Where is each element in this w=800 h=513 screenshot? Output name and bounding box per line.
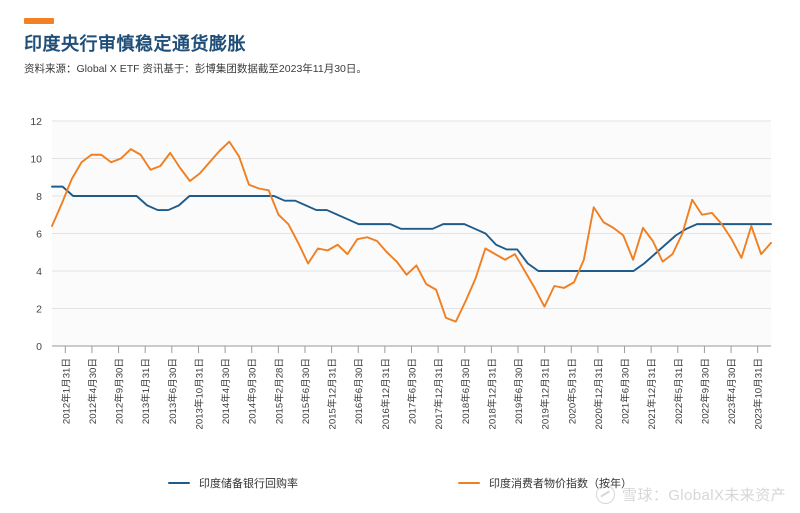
x-axis-tick-label: 2013年1月31日 [140,358,152,424]
x-axis-tick-label: 2021年6月30日 [620,358,632,424]
x-axis-tick-label: 2016年12月31日 [380,358,392,429]
y-axis-tick-label: 12 [30,116,42,128]
x-axis-tick-label: 2014年4月30日 [220,358,232,424]
accent-bar [24,18,54,24]
legend-label-cpi: 印度消费者物价指数（按年） [489,478,632,490]
legend-swatch-repo-rate [168,481,190,485]
x-axis-tick-label: 2013年6月30日 [167,358,179,424]
y-axis-tick-label: 0 [36,341,42,353]
x-axis-tick-label: 2012年1月31日 [60,358,72,424]
legend-item-repo-rate[interactable]: 印度储备银行回购率 [168,475,298,491]
y-axis-tick-label: 2 [36,304,42,316]
y-axis-tick-label: 10 [30,154,42,166]
x-axis-ticks [64,346,759,353]
y-axis-tick-labels: 0 2 4 6 8 10 12 [30,116,42,353]
x-axis-tick-label: 2022年5月31日 [673,358,685,424]
x-axis-labels: 2012年1月31日 2012年4月30日 2012年9月30日 2013年1月31日… [60,358,764,429]
data-series [51,140,772,323]
x-axis-tick-label: 2012年9月30日 [114,358,126,424]
x-axis-tick-label: 2015年2月28日 [273,358,285,424]
page-title: 印度央行审慎稳定通货膨胀 [24,34,246,54]
legend-label-repo-rate: 印度储备银行回购率 [199,478,298,490]
x-axis-tick-label: 2019年6月30日 [513,358,525,424]
x-axis-tick-label: 2017年6月30日 [407,358,419,424]
x-axis-tick-label: 2018年12月31日 [486,358,498,429]
x-axis-tick-label: 2022年9月30日 [699,358,711,424]
chart-source-note: 资料来源：Global X ETF 资讯基于：彭博集团数据截至2023年11月3… [24,62,367,75]
legend-swatch-cpi [458,481,480,485]
x-axis-tick-label: 2023年10月31日 [753,358,765,429]
series-line-repo-rate [51,185,772,272]
x-axis-tick-label: 2018年6月30日 [460,358,472,424]
series-line-cpi [51,140,772,323]
x-axis-tick-label: 2020年5月31日 [566,358,578,424]
x-axis-tick-label: 2016年6月30日 [353,358,365,424]
x-axis-tick-label: 2014年9月30日 [247,358,259,424]
y-axis-tick-label: 6 [36,229,42,241]
x-axis-tick-label: 2019年12月31日 [540,358,552,429]
x-axis-tick-label: 2015年6月30日 [300,358,312,424]
x-axis-tick-label: 2017年12月31日 [433,358,445,429]
x-axis-tick-label: 2021年12月31日 [646,358,658,429]
chart-header: 印度央行审慎稳定通货膨胀 资料来源：Global X ETF 资讯基于：彭博集团… [24,18,776,76]
x-axis-tick-label: 2012年4月30日 [87,358,99,424]
x-axis-tick-label: 2023年4月30日 [726,358,738,424]
legend-item-cpi[interactable]: 印度消费者物价指数（按年） [458,475,632,491]
chart-legend: 印度储备银行回购率 印度消费者物价指数（按年） [0,468,800,498]
grid-lines [52,120,771,347]
y-axis-tick-label: 8 [36,191,42,203]
y-axis-tick-label: 4 [36,266,42,278]
x-axis-tick-label: 2020年12月31日 [593,358,605,429]
x-axis-tick-label: 2013年10月31日 [193,358,205,429]
x-axis-tick-label: 2015年12月31日 [327,358,339,429]
